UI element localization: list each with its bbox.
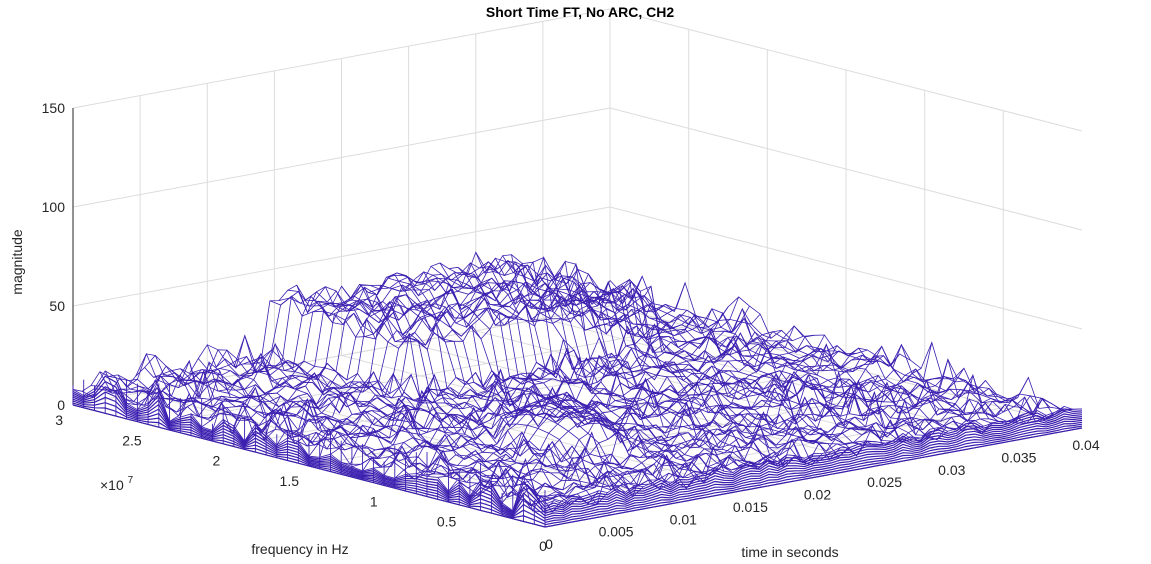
y-tick-label: 3 <box>55 412 63 428</box>
mesh-line-time <box>448 262 921 442</box>
mesh-line-time <box>314 286 787 466</box>
y-tick-label: 2 <box>213 453 221 469</box>
mesh-line-time <box>600 285 1074 412</box>
tick-labels: 0 0.005 0.01 0.015 0.02 0.025 0.03 0.035 0.04 0.5… <box>42 100 1100 554</box>
grid-line <box>72 305 611 406</box>
mesh-front-edge <box>544 408 1083 508</box>
z-tick-label: 100 <box>42 199 66 215</box>
mesh-line-time <box>547 284 1020 425</box>
x-tick-label: 0.015 <box>733 499 768 515</box>
mesh-line-time <box>251 356 725 474</box>
grid-line <box>72 107 611 208</box>
y-axis-label: frequency in Hz <box>251 541 348 557</box>
mesh-line-time <box>404 277 877 445</box>
mesh-front-edge <box>544 423 1083 523</box>
mesh-line-frequency <box>276 334 814 446</box>
mesh-line-time <box>430 265 904 442</box>
mesh-line-time <box>609 275 1083 410</box>
mesh-line-time <box>278 295 752 470</box>
mesh-front-edge <box>544 421 1083 521</box>
grid-line <box>72 206 611 307</box>
mesh-line-time <box>556 292 1029 422</box>
mesh-line-time <box>538 286 1011 423</box>
x-tick-label: 0.03 <box>938 462 965 478</box>
z-tick-label: 150 <box>42 100 66 116</box>
mesh-line-time <box>368 287 841 460</box>
mesh-line-time <box>457 266 931 443</box>
mesh-line-time <box>117 370 590 499</box>
grid-line <box>230 346 768 447</box>
x-tick-label: 0.005 <box>599 524 634 540</box>
x-tick-label: 0.04 <box>1072 437 1099 453</box>
mesh-line-time <box>520 301 993 435</box>
mesh-line-time <box>484 257 957 431</box>
mesh-line-time <box>529 296 1002 425</box>
mesh-line-time <box>511 254 984 432</box>
y-tick-label: 2.5 <box>122 432 142 448</box>
mesh-front-edge <box>544 417 1083 517</box>
z-tick-label: 50 <box>49 298 65 314</box>
mesh-line-time <box>395 274 868 457</box>
grid-line <box>609 107 1083 231</box>
mesh-front-edge <box>544 419 1083 519</box>
mesh-line-time <box>439 262 913 443</box>
y-axis-exponent-base: ×10 <box>100 477 124 493</box>
mesh-line-time <box>386 272 859 452</box>
z-tick-label: 0 <box>57 397 65 413</box>
x-tick-label: 0 <box>545 536 553 552</box>
mesh-line-time <box>287 289 760 467</box>
mesh-line-time <box>242 343 716 484</box>
mesh-line-frequency <box>104 255 643 395</box>
mesh-front-edge <box>544 425 1083 526</box>
mesh-line-time <box>144 354 617 491</box>
mesh-front-edge <box>544 413 1083 512</box>
y-tick-label: 1 <box>370 493 378 509</box>
grid-line <box>72 8 611 109</box>
chart-title: Short Time FT, No ARC, CH2 <box>486 4 674 20</box>
y-axis-exponent: ×10 7 <box>100 475 134 493</box>
mesh-line-time <box>565 281 1038 424</box>
mesh-line-time <box>296 285 770 470</box>
grid-line <box>609 8 1083 132</box>
mesh-line-time <box>359 284 832 461</box>
mesh-line-time <box>260 349 734 476</box>
x-tick-label: 0.035 <box>1001 449 1036 465</box>
mesh-line-time <box>126 374 600 505</box>
z-axis-label: magnitude <box>9 229 25 295</box>
mesh-line-time <box>153 372 626 493</box>
x-tick-label: 0.01 <box>670 511 697 527</box>
mesh-line-time <box>493 261 966 431</box>
grid-line <box>466 407 1004 508</box>
mesh-front-edge <box>544 410 1083 510</box>
mesh-line-time <box>592 294 1065 417</box>
y-axis-exponent-power: 7 <box>128 475 134 486</box>
surface-mesh <box>72 251 1083 528</box>
mesh-line-time <box>171 370 644 498</box>
mesh-line-time <box>350 284 823 466</box>
mesh-front-edge <box>544 415 1083 514</box>
grid-line <box>387 386 925 487</box>
mesh-line-time <box>162 373 635 487</box>
y-tick-label: 1.5 <box>280 473 300 489</box>
y-tick-label: 0.5 <box>437 514 457 530</box>
x-tick-label: 0.025 <box>867 474 902 490</box>
mesh-front-edge <box>544 427 1083 528</box>
mesh-line-time <box>269 295 743 472</box>
mesh-line-time <box>332 286 805 466</box>
grid-line <box>609 206 1083 330</box>
x-tick-label: 0 <box>539 538 547 554</box>
mesh-line-time <box>582 289 1056 421</box>
mesh-line-time <box>197 358 671 490</box>
mesh-line-time <box>108 376 582 505</box>
x-tick-label: 0.02 <box>804 487 831 503</box>
x-axis-label: time in seconds <box>741 544 838 560</box>
mesh-line-time <box>81 386 555 513</box>
mesh-line-time <box>475 252 949 441</box>
mesh-line-time <box>135 352 608 506</box>
